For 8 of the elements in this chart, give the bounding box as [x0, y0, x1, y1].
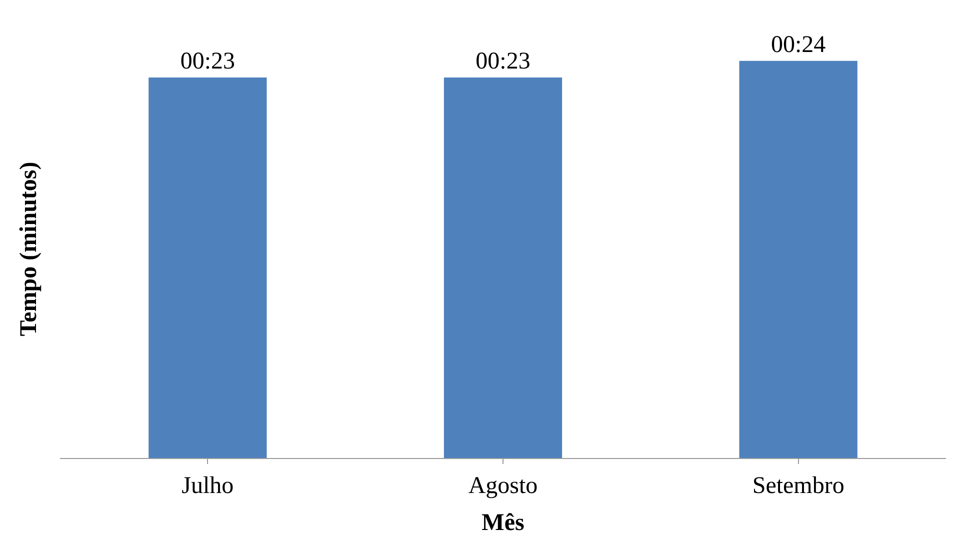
data-label: 00:23 [476, 48, 530, 74]
x-tick-label: Setembro [752, 472, 844, 499]
y-axis-title: Tempo (minutos) [16, 162, 42, 336]
x-tick-label: Julho [182, 472, 234, 499]
data-label: 00:23 [180, 48, 235, 74]
data-label: 00:24 [771, 32, 826, 58]
x-axis-title: Mês [482, 510, 524, 536]
x-tick-label: Agosto [468, 472, 538, 499]
